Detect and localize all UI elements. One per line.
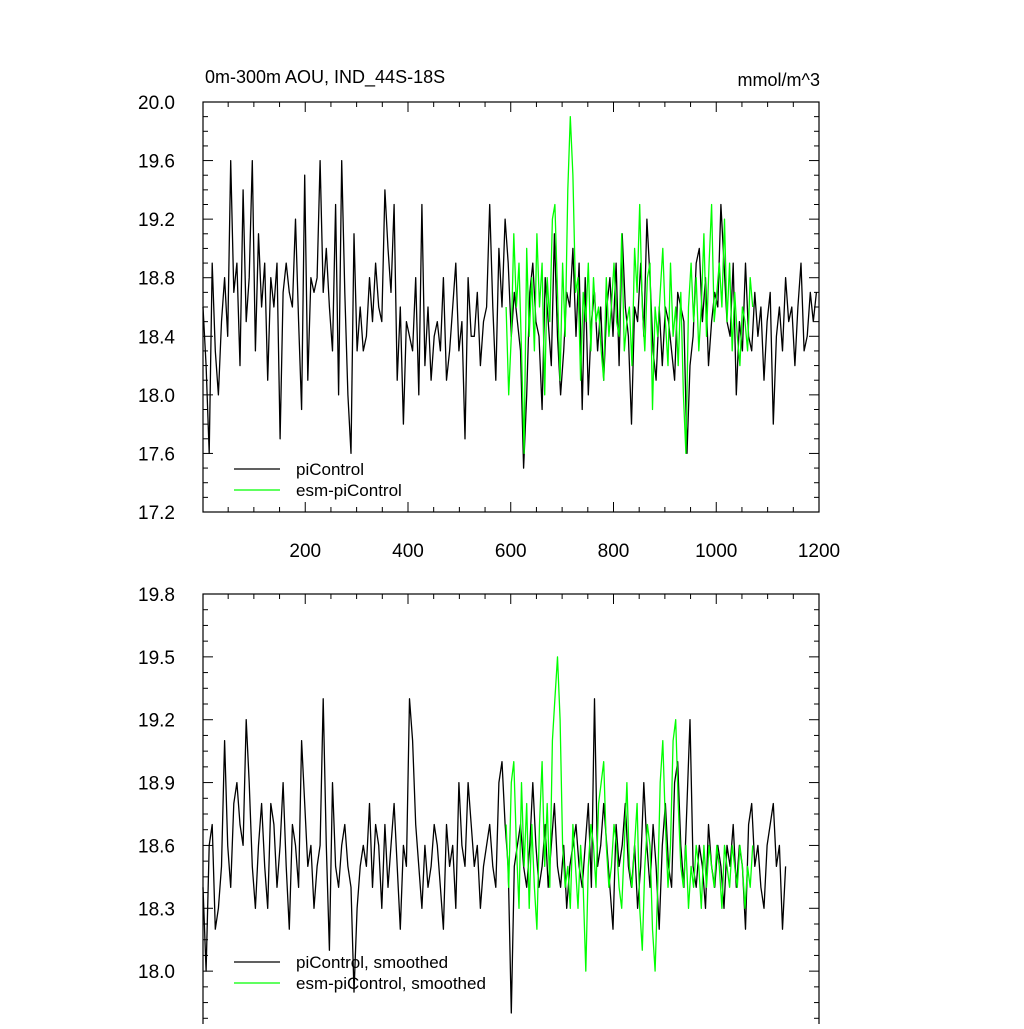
top-panel-frame [202,101,820,513]
y-tick-label: 20.0 [138,93,175,114]
series-line-picontrol-smoothed [202,698,787,1014]
chart-title: 0m-300m AOU, IND_44S-18S [205,67,445,88]
y-tick-label: 19.5 [138,648,175,669]
x-tick-label: 200 [289,541,321,562]
top-panel-series [202,115,818,469]
y-tick-label: 18.0 [138,386,175,407]
y-tick-label: 18.0 [138,962,175,983]
series-line-esm-picontrol-smoothed [505,656,754,972]
legend-label-picontrol: piControl [296,460,364,479]
legend-label-esm-picontrol-smoothed: esm-piControl, smoothed [296,974,486,993]
y-tick-label: 19.6 [138,152,175,173]
top-legend: piControl esm-piControl [234,460,402,500]
x-tick-label: 600 [495,541,527,562]
bottom-legend: piControl, smoothed esm-piControl, smoot… [234,953,486,993]
bottom-panel-series [202,656,787,1014]
legend-label-esm-picontrol: esm-piControl [296,481,402,500]
y-tick-label: 17.2 [138,503,175,524]
bottom-panel-frame [202,593,820,1029]
y-tick-label: 19.8 [138,585,175,606]
x-tick-label: 800 [598,541,630,562]
y-tick-label: 18.3 [138,899,175,920]
y-tick-label: 17.6 [138,444,175,465]
y-tick-label: 18.4 [138,327,175,348]
legend-label-picontrol-smoothed: piControl, smoothed [296,953,448,972]
units-label: mmol/m^3 [738,70,820,90]
x-tick-label: 1200 [798,541,840,562]
series-line-esm-picontrol [505,115,754,455]
top-panel-ticks: 17.2 17.6 18.0 18.4 18.8 19.2 19.6 20.0 200 400 60… [138,93,840,562]
y-tick-label: 18.9 [138,774,175,795]
bottom-panel: 17.718.018.318.618.919.219.519.8 piContr… [138,585,820,1029]
x-tick-label: 1000 [695,541,737,562]
top-panel: 0m-300m AOU, IND_44S-18S mmol/m^3 17.217… [138,67,840,562]
x-tick-label: 400 [392,541,424,562]
y-tick-label: 18.6 [138,836,175,857]
y-tick-label: 19.2 [138,210,175,231]
y-tick-label: 18.8 [138,269,175,290]
y-tick-label: 19.2 [138,711,175,732]
bottom-panel-ticks: 17.718.018.318.618.919.219.519.8 [138,585,820,1029]
series-line-picontrol [202,159,818,469]
